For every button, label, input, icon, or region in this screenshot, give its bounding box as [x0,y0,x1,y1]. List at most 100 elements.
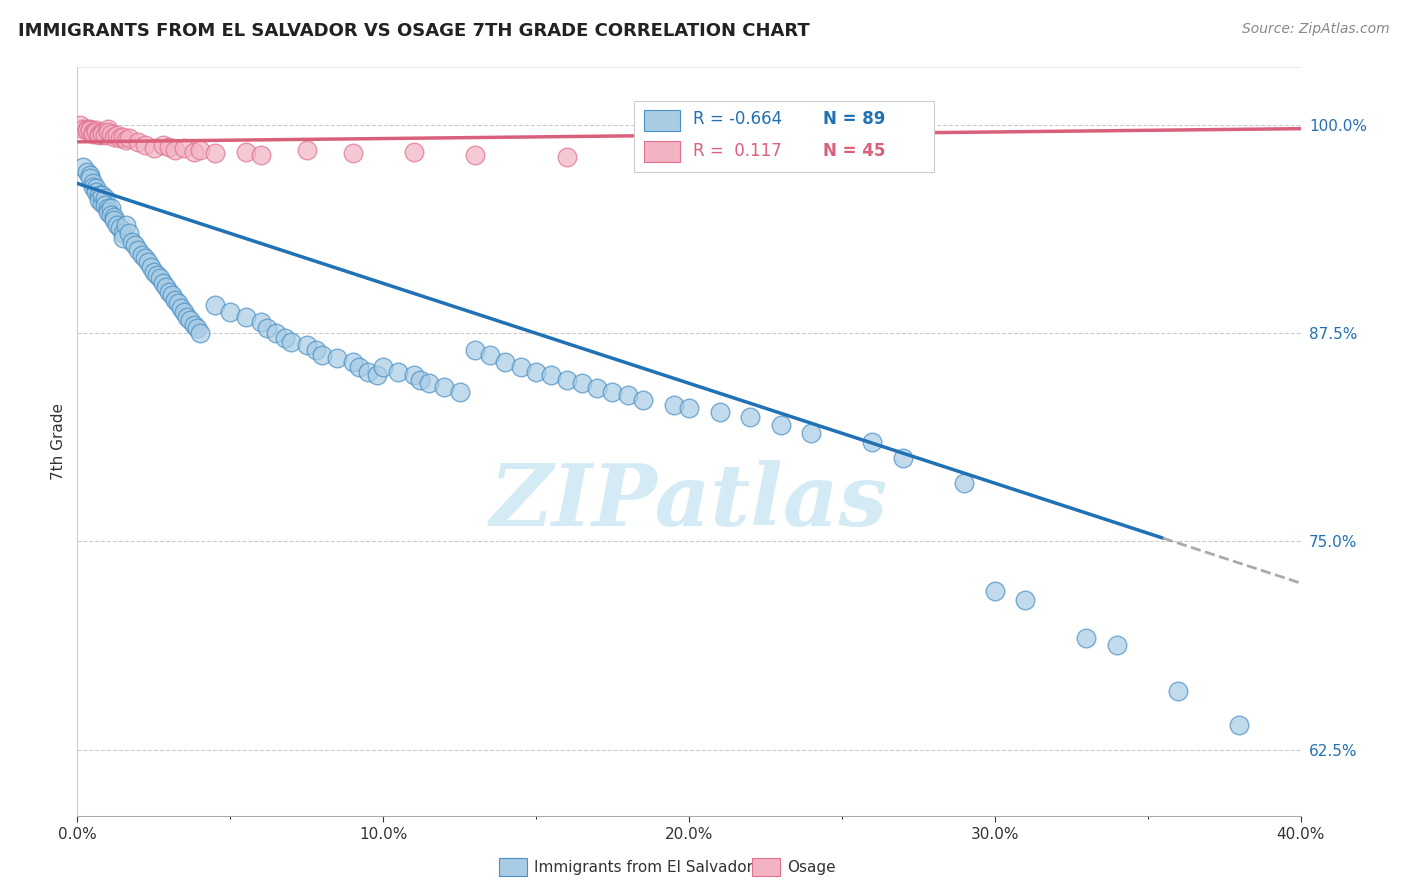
Point [264,326,287,341]
Point [464,343,486,357]
Point [112,227,135,241]
Point [76,123,98,137]
Point [84,125,107,139]
Point [82,179,104,194]
Point [97,204,120,219]
Y-axis label: 7th Grade: 7th Grade [51,403,66,480]
Text: Source: ZipAtlas.com: Source: ZipAtlas.com [1241,22,1389,37]
Point [342,146,364,161]
Point [800,426,823,441]
Point [555,373,578,387]
Point [342,354,364,368]
Point [121,235,143,249]
FancyBboxPatch shape [634,101,934,172]
Point [72,121,94,136]
Point [769,417,792,432]
Text: R =  0.117: R = 0.117 [693,142,782,160]
Point [176,310,198,324]
Point [108,221,131,235]
Point [115,218,138,232]
Point [100,202,122,216]
Point [409,373,432,387]
Point [124,238,146,252]
Point [204,298,226,312]
Point [97,121,120,136]
Point [160,288,183,302]
Point [495,354,517,368]
Point [94,128,117,143]
Point [709,404,731,418]
Point [295,143,318,157]
Point [449,384,471,399]
Point [586,381,609,395]
Point [118,131,141,145]
Point [90,125,112,139]
Point [87,127,110,141]
Point [540,368,562,382]
Point [235,145,257,159]
Point [662,398,685,412]
Point [100,127,122,141]
Point [305,343,328,357]
Point [602,384,624,399]
Point [84,123,107,137]
Text: Osage: Osage [787,860,837,874]
Point [131,248,153,262]
Point [464,148,486,162]
Point [862,434,884,449]
Point [127,135,149,149]
Point [118,227,141,241]
Point [357,365,380,379]
Point [142,141,165,155]
Point [953,476,976,491]
Point [165,143,187,157]
Point [139,260,162,274]
Point [347,359,370,374]
Point [82,177,104,191]
Point [134,138,156,153]
Point [149,271,172,285]
Point [82,125,104,139]
Bar [644,141,681,162]
Point [108,131,131,145]
Point [366,368,388,382]
Point [256,321,278,335]
Point [371,359,394,374]
Point [87,193,110,207]
Point [280,334,302,349]
Point [204,146,226,161]
Point [891,451,914,466]
Text: Immigrants from El Salvador: Immigrants from El Salvador [534,860,754,874]
Point [188,326,211,341]
Point [186,321,208,335]
Point [103,129,125,144]
Point [94,198,117,212]
Point [146,268,169,282]
Point [387,365,409,379]
Point [152,277,174,291]
Point [79,123,101,137]
Point [1076,631,1098,645]
Point [87,188,110,202]
Text: N = 45: N = 45 [824,142,886,160]
Point [142,265,165,279]
Point [97,202,120,216]
Point [127,243,149,257]
Point [76,165,98,179]
Point [631,392,654,407]
Point [173,304,195,318]
Point [87,128,110,143]
Text: ZIPatlas: ZIPatlas [489,459,889,543]
Point [479,348,502,362]
Point [524,365,547,379]
Point [94,191,117,205]
Point [79,171,101,186]
Text: R = -0.664: R = -0.664 [693,111,782,128]
Point [165,293,187,307]
Point [311,348,333,362]
Text: IMMIGRANTS FROM EL SALVADOR VS OSAGE 7TH GRADE CORRELATION CHART: IMMIGRANTS FROM EL SALVADOR VS OSAGE 7TH… [18,22,810,40]
Point [105,218,128,232]
Point [173,141,195,155]
Point [250,315,273,329]
Point [79,168,101,182]
